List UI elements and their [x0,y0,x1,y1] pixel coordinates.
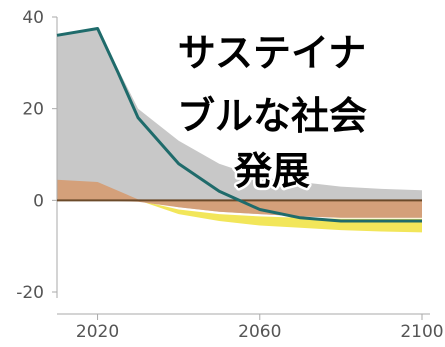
overlay-text-line: ブルな社会 [177,94,367,138]
x-tick-label: 2060 [238,322,281,342]
y-tick-label: 40 [22,8,44,28]
y-tick-label: -20 [16,283,44,303]
series-line [56,27,422,223]
series-line-group [56,27,422,223]
overlay-text-line: 発展 [234,149,310,193]
y-tick-label: 0 [33,191,44,211]
brown-band [57,179,422,218]
overlay-text-line: サステイナ [178,31,366,75]
gray-band [57,28,422,218]
tick-labels: 40 20 0 -20 2020 2060 2100 [16,8,443,342]
x-tick-label: 2100 [400,322,443,342]
yellow-band [138,200,422,233]
area-bands [57,28,422,233]
x-tick-label: 2020 [76,322,119,342]
y-tick-label: 20 [22,100,44,120]
